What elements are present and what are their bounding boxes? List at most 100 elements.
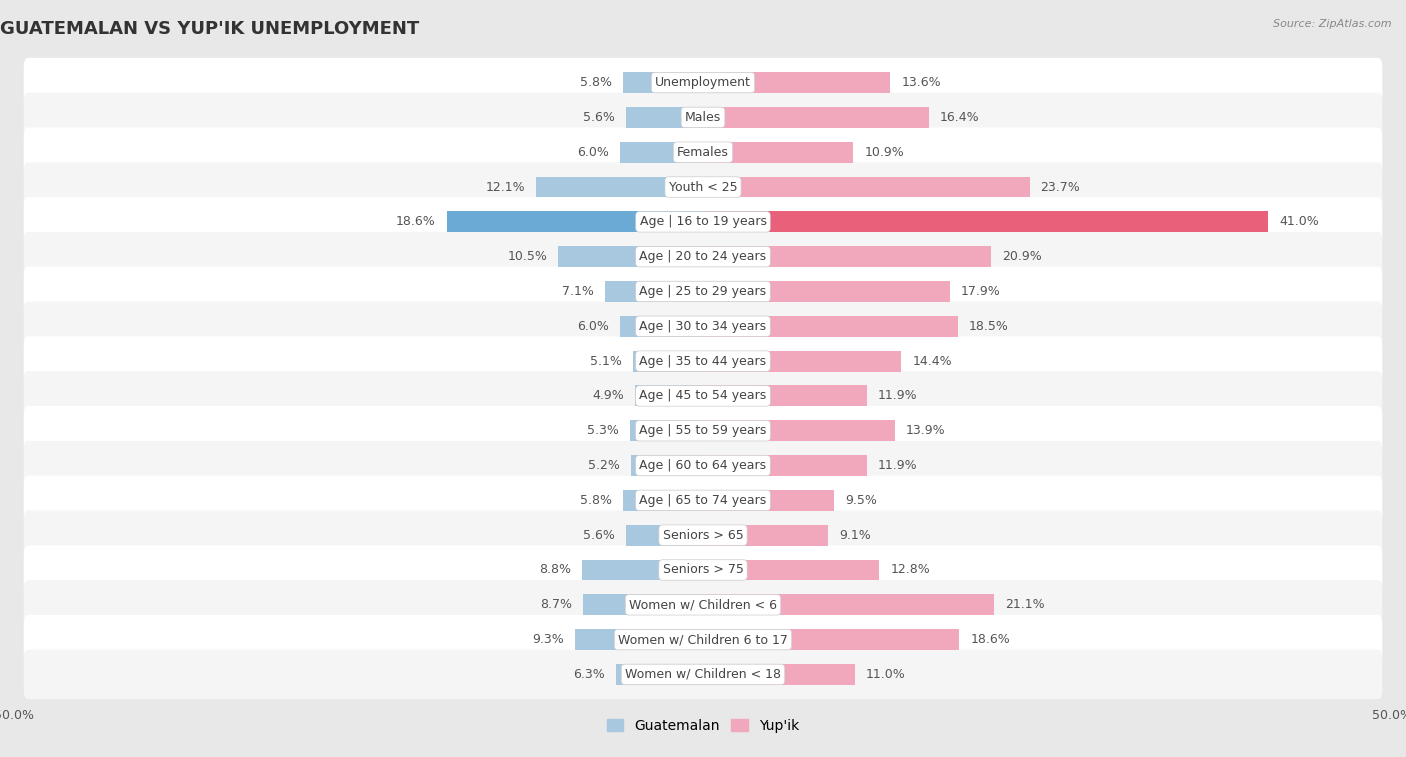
Text: Age | 55 to 59 years: Age | 55 to 59 years [640,424,766,438]
Text: 5.1%: 5.1% [591,354,621,368]
Legend: Guatemalan, Yup'ik: Guatemalan, Yup'ik [607,719,799,733]
Bar [623,490,703,511]
Text: 9.5%: 9.5% [845,494,877,507]
Text: Women w/ Children < 18: Women w/ Children < 18 [626,668,780,681]
Text: 5.6%: 5.6% [583,528,614,542]
FancyBboxPatch shape [24,127,1382,177]
FancyBboxPatch shape [24,266,1382,316]
Text: Source: ZipAtlas.com: Source: ZipAtlas.com [1274,19,1392,29]
Text: 11.0%: 11.0% [866,668,905,681]
Text: Seniors > 65: Seniors > 65 [662,528,744,542]
Text: 11.9%: 11.9% [877,459,918,472]
Text: 6.0%: 6.0% [578,145,609,159]
Text: 41.0%: 41.0% [1279,215,1319,229]
Text: Age | 65 to 74 years: Age | 65 to 74 years [640,494,766,507]
Bar [558,246,703,267]
FancyBboxPatch shape [24,615,1382,665]
Text: 6.3%: 6.3% [574,668,605,681]
Text: 10.5%: 10.5% [508,250,547,263]
Bar [703,107,929,128]
Bar [575,629,703,650]
Text: 8.8%: 8.8% [538,563,571,577]
Text: Age | 45 to 54 years: Age | 45 to 54 years [640,389,766,403]
Text: 13.9%: 13.9% [905,424,945,438]
Bar [620,316,703,337]
Bar [703,281,949,302]
Bar [703,525,828,546]
Bar [623,72,703,93]
FancyBboxPatch shape [24,197,1382,247]
Text: 8.7%: 8.7% [540,598,572,612]
Bar [703,316,957,337]
Bar [636,385,703,407]
Text: Age | 60 to 64 years: Age | 60 to 64 years [640,459,766,472]
FancyBboxPatch shape [24,510,1382,560]
Text: 14.4%: 14.4% [912,354,952,368]
Bar [626,107,703,128]
Bar [631,455,703,476]
Text: 5.6%: 5.6% [583,111,614,124]
Text: 5.3%: 5.3% [588,424,619,438]
Bar [616,664,703,685]
Text: 20.9%: 20.9% [1002,250,1042,263]
FancyBboxPatch shape [24,301,1382,351]
Bar [582,559,703,581]
Text: 16.4%: 16.4% [941,111,980,124]
Text: 13.6%: 13.6% [901,76,941,89]
Bar [703,142,853,163]
FancyBboxPatch shape [24,162,1382,212]
Text: 4.9%: 4.9% [593,389,624,403]
Text: Unemployment: Unemployment [655,76,751,89]
Text: 12.8%: 12.8% [890,563,931,577]
Bar [703,594,994,615]
Text: Women w/ Children 6 to 17: Women w/ Children 6 to 17 [619,633,787,646]
FancyBboxPatch shape [24,232,1382,282]
Text: 21.1%: 21.1% [1005,598,1045,612]
Bar [703,385,868,407]
Bar [703,72,890,93]
Text: 5.2%: 5.2% [589,459,620,472]
Text: Females: Females [678,145,728,159]
Text: Youth < 25: Youth < 25 [669,180,737,194]
Bar [703,664,855,685]
FancyBboxPatch shape [24,406,1382,456]
Text: Age | 35 to 44 years: Age | 35 to 44 years [640,354,766,368]
Bar [626,525,703,546]
Text: 5.8%: 5.8% [581,76,612,89]
Text: Seniors > 75: Seniors > 75 [662,563,744,577]
Bar [703,455,868,476]
Text: 23.7%: 23.7% [1040,180,1080,194]
Text: 7.1%: 7.1% [562,285,595,298]
FancyBboxPatch shape [24,58,1382,107]
Text: GUATEMALAN VS YUP'IK UNEMPLOYMENT: GUATEMALAN VS YUP'IK UNEMPLOYMENT [0,20,419,38]
FancyBboxPatch shape [24,92,1382,142]
Text: Males: Males [685,111,721,124]
Text: 9.3%: 9.3% [531,633,564,646]
FancyBboxPatch shape [24,580,1382,630]
FancyBboxPatch shape [24,371,1382,421]
Bar [536,176,703,198]
Text: 10.9%: 10.9% [865,145,904,159]
FancyBboxPatch shape [24,336,1382,386]
Bar [583,594,703,615]
Bar [605,281,703,302]
Bar [633,350,703,372]
Text: 9.1%: 9.1% [839,528,872,542]
Text: Age | 30 to 34 years: Age | 30 to 34 years [640,319,766,333]
Text: Age | 16 to 19 years: Age | 16 to 19 years [640,215,766,229]
Text: 18.6%: 18.6% [970,633,1010,646]
Bar [447,211,703,232]
Bar [703,490,834,511]
Text: 17.9%: 17.9% [960,285,1001,298]
Bar [703,176,1029,198]
Text: Age | 25 to 29 years: Age | 25 to 29 years [640,285,766,298]
Text: 11.9%: 11.9% [877,389,918,403]
Bar [703,211,1268,232]
Text: 18.5%: 18.5% [969,319,1010,333]
FancyBboxPatch shape [24,545,1382,595]
Bar [630,420,703,441]
Bar [703,246,991,267]
Text: 12.1%: 12.1% [485,180,526,194]
Text: Age | 20 to 24 years: Age | 20 to 24 years [640,250,766,263]
Text: 5.8%: 5.8% [581,494,612,507]
